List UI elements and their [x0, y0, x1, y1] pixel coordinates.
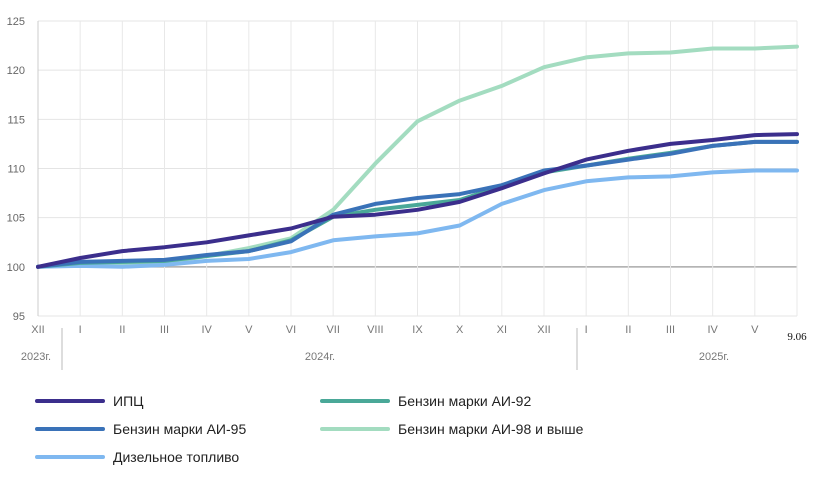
x-tick-label: 9.06: [787, 331, 807, 343]
legend-item-diesel: Дизельное топливо: [35, 449, 239, 465]
y-tick-label: 120: [7, 65, 25, 77]
x-tick-label: V: [751, 324, 759, 336]
x-tick-label: I: [79, 324, 82, 336]
y-tick-label: 95: [13, 311, 25, 323]
legend-label: ИПЦ: [113, 393, 144, 409]
x-tick-label: V: [245, 324, 253, 336]
legend-item-cpi: ИПЦ: [35, 393, 143, 409]
legend-label: Бензин марки АИ-98 и выше: [398, 421, 584, 437]
x-tick-label: IX: [412, 324, 423, 336]
legend-swatch: [320, 399, 390, 403]
y-tick-label: 115: [7, 114, 25, 126]
y-tick-label: 100: [7, 262, 25, 274]
year-label: 2025г.: [699, 351, 729, 363]
x-tick-label: VIII: [367, 324, 384, 336]
legend-swatch: [35, 455, 105, 459]
x-tick-label: VII: [326, 324, 339, 336]
year-label: 2023г.: [21, 351, 51, 363]
x-tick-label: III: [666, 324, 675, 336]
x-tick-label: II: [119, 324, 125, 336]
x-tick-label: III: [160, 324, 169, 336]
legend-swatch: [35, 399, 105, 403]
series-line-0: [36, 132, 799, 269]
x-tick-label: IV: [201, 324, 212, 336]
y-tick-label: 125: [7, 16, 25, 28]
year-label: 2024г.: [305, 351, 335, 363]
x-tick-label: I: [585, 324, 588, 336]
y-tick-label: 110: [7, 164, 25, 176]
y-tick-label: 105: [7, 213, 25, 225]
legend-label: Бензин марки АИ-95: [113, 421, 247, 437]
legend-item-ai92: Бензин марки АИ-92: [320, 393, 531, 409]
x-tick-label: XII: [537, 324, 550, 336]
legend-item-ai98: Бензин марки АИ-98 и выше: [320, 421, 583, 437]
x-tick-label: IV: [707, 324, 718, 336]
series-line-4: [36, 168, 799, 269]
legend-item-ai95: Бензин марки АИ-95: [35, 421, 246, 437]
x-tick-label: VI: [286, 324, 296, 336]
legend-label: Бензин марки АИ-92: [398, 393, 532, 409]
legend-swatch: [35, 427, 105, 431]
x-tick-label: II: [625, 324, 631, 336]
x-tick-label: XI: [497, 324, 507, 336]
x-tick-label: X: [456, 324, 464, 336]
series-line-2: [36, 139, 799, 269]
x-tick-label: XII: [31, 324, 44, 336]
legend-swatch: [320, 427, 390, 431]
legend-label: Дизельное топливо: [113, 449, 240, 465]
